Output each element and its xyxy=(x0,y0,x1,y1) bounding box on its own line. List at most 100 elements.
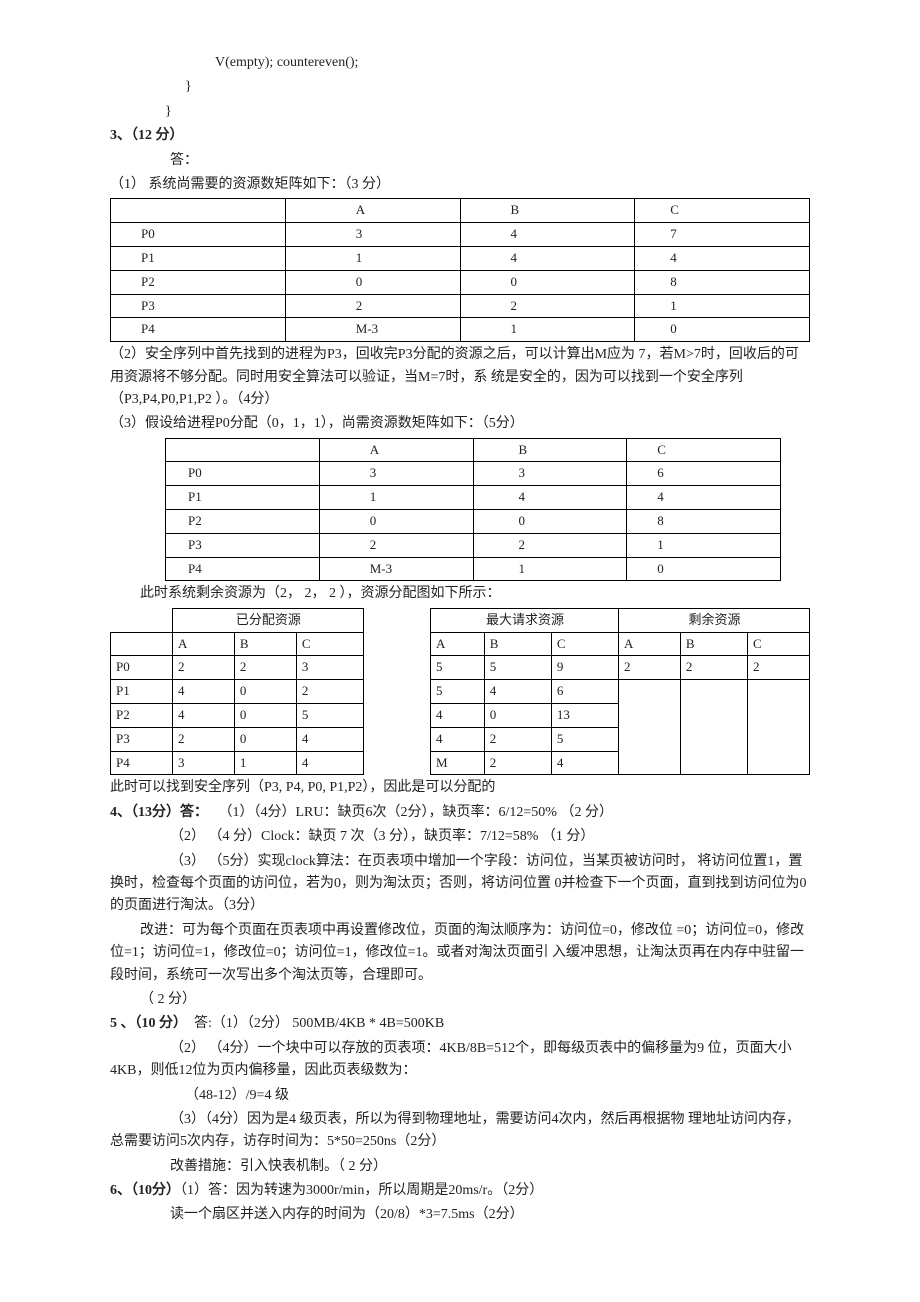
table-row: P4314M24 xyxy=(111,751,810,775)
cell: M-3 xyxy=(285,318,460,342)
cell: 3 xyxy=(296,656,363,680)
code-brace: } xyxy=(110,101,810,123)
cell: P2 xyxy=(111,270,286,294)
q4-title: 4、（13分）答： xyxy=(110,805,208,820)
cell: 2 xyxy=(285,294,460,318)
table-row: P0223559222 xyxy=(111,656,810,680)
cell: 2 xyxy=(680,656,747,680)
q4-l3: （3） （5分）实现clock算法：在页表项中增加一个字段：访问位，当某页被访问… xyxy=(110,851,810,918)
need-matrix-table: A B C P0347 P1144 P2008 P3221 P4M-310 xyxy=(110,198,810,342)
cell: 2 xyxy=(473,533,627,557)
table-row: P2008 xyxy=(111,270,810,294)
cell: A xyxy=(431,632,485,656)
table-row: A B C A B C A B C xyxy=(111,632,810,656)
cell: B xyxy=(680,632,747,656)
cell: A xyxy=(285,199,460,223)
q3-p3: （3）假设给进程P0分配（0，1，1），尚需资源数矩阵如下：（5分） xyxy=(110,413,810,435)
cell: 1 xyxy=(473,557,627,581)
cell: 4 xyxy=(635,246,810,270)
q3-p4: 此时系统剩余资源为（2， 2， 2 ），资源分配图如下所示： xyxy=(110,583,810,605)
cell: B xyxy=(484,632,551,656)
cell: B xyxy=(473,438,627,462)
q5-l2: （2） （4分）一个块中可以存放的页表项：4KB/8B=512个，即每级页表中的… xyxy=(110,1038,810,1083)
q3-p2: （2）安全序列中首先找到的进程为P3，回收完P3分配的资源之后，可以计算出M应为… xyxy=(110,344,810,411)
cell: C xyxy=(635,199,810,223)
cell: 2 xyxy=(484,727,551,751)
q5-title: 5 、（10 分） xyxy=(110,1016,187,1031)
q5-l5: 改善措施：引入快表机制。（ 2 分） xyxy=(110,1156,810,1178)
q4-l1: （1）（4分）LRU：缺页6次（2分），缺页率：6/12=50% （2 分） xyxy=(219,805,613,820)
q5-l1: 答:（1）（2分） 500MB/4KB * 4B=500KB xyxy=(194,1016,444,1031)
cell: 13 xyxy=(551,704,618,728)
q4-l4: 改进：可为每个页面在页表项中再设置修改位，页面的淘汰顺序为：访问位=0，修改位 … xyxy=(110,920,810,987)
cell: A xyxy=(618,632,680,656)
cell: 0 xyxy=(627,557,781,581)
cell: P3 xyxy=(111,727,173,751)
cell: 6 xyxy=(551,680,618,704)
cell: P1 xyxy=(111,680,173,704)
q3-title: 3、（12 分） xyxy=(110,125,810,147)
code-line: V(empty); countereven(); xyxy=(110,52,810,74)
cell: 0 xyxy=(460,270,635,294)
cell: 0 xyxy=(484,704,551,728)
q6-l1: （1）答：因为转速为3000r/min，所以周期是20ms/r。（2分） xyxy=(180,1183,543,1198)
cell: P4 xyxy=(111,751,173,775)
cell: 1 xyxy=(285,246,460,270)
table-row: P1402546 xyxy=(111,680,810,704)
table-row: A B C xyxy=(111,199,810,223)
cell: 8 xyxy=(635,270,810,294)
cell xyxy=(166,438,320,462)
cell: P0 xyxy=(111,656,173,680)
cell: 4 xyxy=(484,680,551,704)
cell: M-3 xyxy=(319,557,473,581)
q5-l4: （3）（4分）因为是4 级页表，所以为得到物理地址，需要访问4次内，然后再根据物… xyxy=(110,1109,810,1154)
cell: 5 xyxy=(484,656,551,680)
cell xyxy=(111,632,173,656)
cell: 3 xyxy=(172,751,234,775)
cell: P2 xyxy=(111,704,173,728)
cell: 6 xyxy=(627,462,781,486)
cell: 4 xyxy=(551,751,618,775)
cell: 8 xyxy=(627,510,781,534)
q4-line: 4、（13分）答： （1）（4分）LRU：缺页6次（2分），缺页率：6/12=5… xyxy=(110,802,810,824)
cell: M xyxy=(431,751,485,775)
cell: 4 xyxy=(172,680,234,704)
q3-p5: 此时可以找到安全序列（P3, P4, P0, P1,P2），因此是可以分配的 xyxy=(110,777,810,799)
table-row: P24054013 xyxy=(111,704,810,728)
cell: 2 xyxy=(172,656,234,680)
cell: 9 xyxy=(551,656,618,680)
cell: 0 xyxy=(473,510,627,534)
cell: P4 xyxy=(111,318,286,342)
cell: 0 xyxy=(234,680,296,704)
cell: 5 xyxy=(431,680,485,704)
cell: B xyxy=(460,199,635,223)
cell: 2 xyxy=(618,656,680,680)
cell: A xyxy=(172,632,234,656)
code-brace: } xyxy=(110,76,810,98)
cell: 1 xyxy=(234,751,296,775)
cell: 2 xyxy=(296,680,363,704)
q5-l3: （48-12）/9=4 级 xyxy=(110,1085,810,1107)
cell: 2 xyxy=(747,656,809,680)
cell: 1 xyxy=(460,318,635,342)
cell: C xyxy=(747,632,809,656)
cell: C xyxy=(551,632,618,656)
cell: P0 xyxy=(111,223,286,247)
cell: 4 xyxy=(172,704,234,728)
table-row: 已分配资源 最大请求资源 剩余资源 xyxy=(111,608,810,632)
cell: 4 xyxy=(431,727,485,751)
cell: 0 xyxy=(319,510,473,534)
table-row: P3221 xyxy=(111,294,810,318)
table-row: P1144 xyxy=(166,486,781,510)
cell: 1 xyxy=(319,486,473,510)
cell: 2 xyxy=(172,727,234,751)
table-row: A B C xyxy=(166,438,781,462)
q6-l2: 读一个扇区并送入内存的时间为（20/8）*3=7.5ms（2分） xyxy=(110,1204,810,1226)
group-header: 最大请求资源 xyxy=(431,608,619,632)
q4-l2: （2） （4 分）Clock：缺页 7 次（3 分），缺页率：7/12=58% … xyxy=(110,826,810,848)
need-matrix-table-2: A B C P0336 P1144 P2008 P3221 P4M-310 xyxy=(165,438,781,582)
cell: 3 xyxy=(319,462,473,486)
cell: P0 xyxy=(166,462,320,486)
cell: 0 xyxy=(234,727,296,751)
q6-title: 6、（10分） xyxy=(110,1183,180,1198)
